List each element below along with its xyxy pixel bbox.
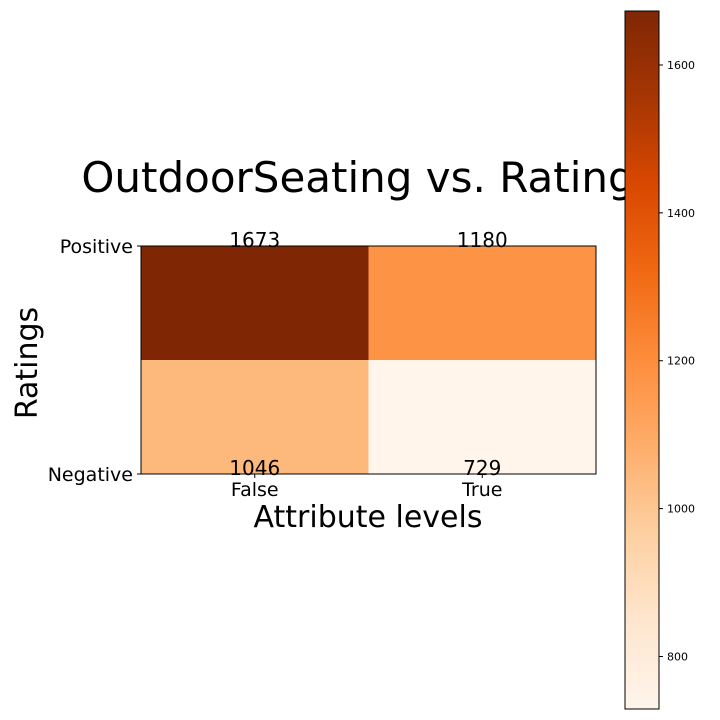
colorbar-tick-label: 1000 bbox=[667, 503, 695, 516]
x-tick-label: True bbox=[461, 479, 502, 501]
x-axis-label: Attribute levels bbox=[254, 500, 483, 535]
y-axis-ticks: Positive Negative bbox=[48, 236, 141, 486]
x-axis-ticks: False True bbox=[231, 474, 502, 501]
chart-title: OutdoorSeating vs. Rating bbox=[81, 153, 634, 202]
heatmap-cells bbox=[141, 246, 596, 474]
colorbar-tick-label: 800 bbox=[667, 651, 688, 664]
y-tick-label: Negative bbox=[48, 464, 133, 486]
y-axis-label: Ratings bbox=[10, 307, 45, 419]
colorbar-tick-label: 1400 bbox=[667, 207, 695, 220]
cell-value-label: 1673 bbox=[229, 228, 280, 252]
colorbar-ticks: 800 1000 1200 1400 1600 bbox=[659, 59, 695, 664]
cell-value-label: 1180 bbox=[457, 228, 508, 252]
colorbar-tick-label: 1600 bbox=[667, 59, 695, 72]
heatmap-cell bbox=[368, 246, 596, 360]
x-tick-label: False bbox=[231, 479, 279, 501]
colorbar-gradient bbox=[624, 10, 660, 710]
colorbar-tick-label: 1200 bbox=[667, 355, 695, 368]
plot-frame bbox=[140, 245, 597, 475]
colorbar: 800 1000 1200 1400 1600 bbox=[624, 10, 695, 710]
heatmap-cell bbox=[368, 360, 596, 474]
y-tick-label: Positive bbox=[60, 236, 133, 258]
heatmap-cell bbox=[141, 246, 369, 360]
heatmap-cell bbox=[141, 360, 369, 474]
